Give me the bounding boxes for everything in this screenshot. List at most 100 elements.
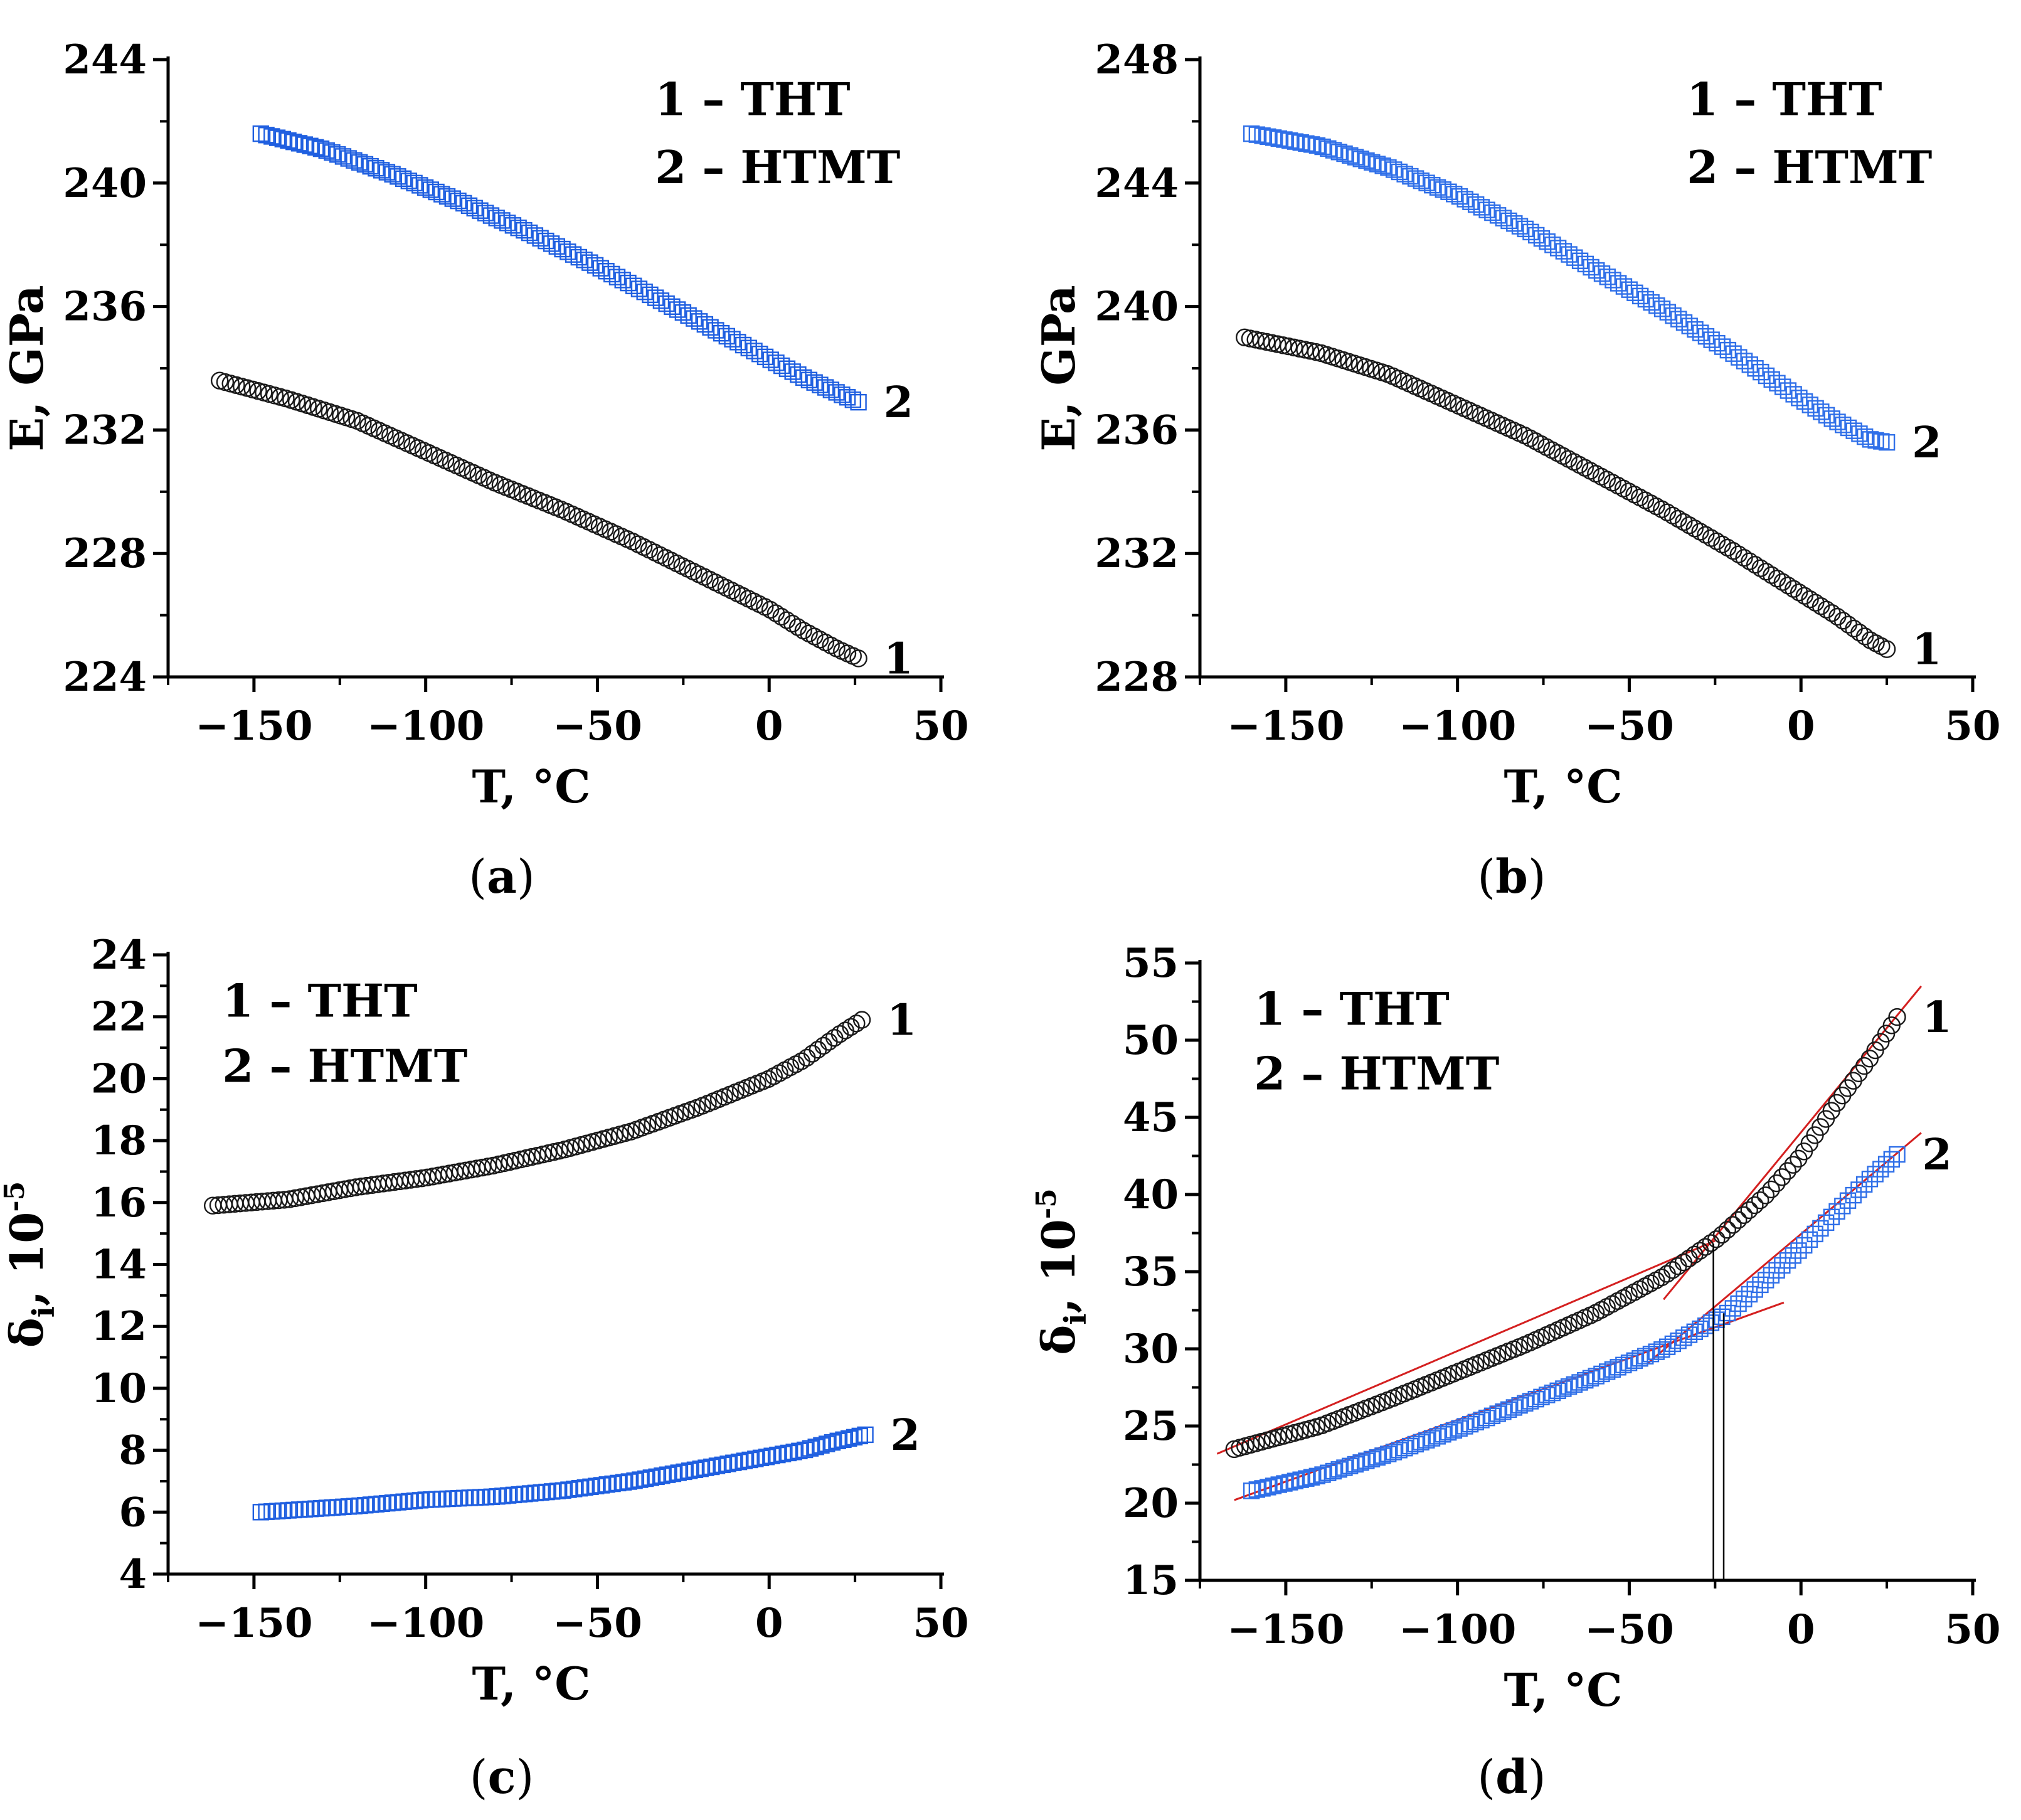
series-2-point [1292, 134, 1309, 151]
x-tick-label: −50 [553, 1600, 642, 1647]
series-2-point [1347, 149, 1364, 166]
series-2-point [1281, 1474, 1298, 1491]
series-2-point [1680, 1326, 1698, 1343]
series-1-point [1669, 509, 1687, 528]
x-axis-label: T, °C [1504, 1663, 1622, 1716]
y-tick-label: 20 [91, 1055, 147, 1102]
y-tick-label: 14 [91, 1242, 147, 1289]
series-2-point [676, 1463, 692, 1481]
y-tick-label: 4 [119, 1551, 147, 1598]
series-2-point [1276, 1475, 1293, 1492]
series-2-point [652, 292, 670, 309]
y-tick-label: 35 [1123, 1248, 1179, 1296]
series-2-point [610, 1474, 627, 1492]
series-2-point [521, 224, 538, 242]
series-2-point [313, 1499, 330, 1517]
y-tick-label: 244 [63, 36, 147, 83]
series-2-point [588, 1477, 605, 1494]
series-2-point [1505, 1399, 1523, 1416]
series-2-point [1658, 1338, 1676, 1355]
series-2-point [384, 1494, 401, 1511]
series-1-point [803, 1045, 822, 1063]
series-2-point [488, 210, 505, 226]
series-2-point [1489, 1405, 1506, 1422]
series-2-point [1248, 126, 1266, 143]
series-2-point [1544, 237, 1561, 253]
series-2-point [1270, 1476, 1287, 1493]
series-2-point [252, 125, 270, 142]
series-2-point [795, 369, 812, 386]
series-2-point [1873, 433, 1890, 450]
series-2-point [1418, 174, 1435, 191]
series-1-point [1740, 1201, 1758, 1220]
series-2-point [708, 1457, 726, 1474]
series-2-point [571, 1480, 588, 1497]
series-2-point [1364, 154, 1381, 171]
series-2-point [329, 1499, 346, 1516]
series-2-point [489, 1488, 506, 1505]
series-2-point [466, 200, 483, 216]
series-2-point [318, 142, 335, 159]
caption-c: (c) [469, 1750, 534, 1804]
series-2-point [724, 331, 741, 348]
x-tick-label: 0 [755, 703, 783, 750]
series-2-point [1286, 1472, 1304, 1489]
y-tick-label: 228 [63, 530, 147, 577]
series-2-point [329, 146, 346, 163]
y-tick-label: 240 [63, 160, 147, 207]
series-2-point [669, 301, 686, 318]
series-2-point [1555, 1380, 1572, 1397]
series-2-point [576, 252, 593, 269]
series-2-point [768, 354, 785, 371]
caption-a: (a) [469, 850, 535, 904]
curve-label-1: 1 [1923, 992, 1952, 1043]
series-2-point [1631, 1350, 1648, 1367]
series-2-point [1642, 1345, 1660, 1363]
series-1-point [1252, 331, 1270, 350]
series-2-point [565, 246, 582, 263]
series-1-point [1712, 1225, 1731, 1244]
series-2-point [1451, 188, 1468, 205]
series-2-point [511, 1486, 528, 1503]
series-2-point [1823, 1208, 1840, 1226]
series-2-point [340, 1498, 358, 1515]
series-2-point [1686, 1323, 1703, 1340]
chart-panel-b: 228 232 236 240 244 248 −150 −100 −50 0 50 T, °C E, … [1010, 0, 2021, 900]
y-tick-label: 240 [1095, 284, 1179, 331]
series-1-point [1838, 1079, 1857, 1097]
series-2-point [285, 1501, 302, 1519]
series-1-point [238, 379, 257, 397]
series-1-point [1302, 1419, 1320, 1438]
series-2-point [532, 230, 549, 247]
series-1-point [809, 1041, 827, 1059]
series-2-point [1265, 129, 1282, 146]
series-2-point [1648, 1343, 1665, 1360]
series-2-point [1560, 1378, 1578, 1395]
series-2-point [1467, 1413, 1485, 1430]
series-1-point [1707, 532, 1726, 550]
series-2-point [1440, 1424, 1457, 1441]
series-2-point [334, 148, 352, 165]
series-2-point [423, 1491, 440, 1508]
series-2-point [1303, 136, 1320, 153]
series-2-point [505, 1486, 522, 1504]
series-2-point [1374, 157, 1391, 174]
series-2-point [620, 1473, 638, 1490]
series-2-point [1549, 1382, 1566, 1400]
y-axis-label-sub: i [1058, 1313, 1093, 1324]
series-2-point [756, 348, 774, 366]
legend-entry: 1 – THT [222, 974, 417, 1028]
series-2-point [1670, 1332, 1687, 1349]
y-tick-label: 22 [91, 994, 147, 1041]
series-2-point [1714, 1308, 1731, 1326]
series-2-point [741, 1451, 758, 1469]
series-2-point [1517, 1395, 1534, 1412]
series-2-point [302, 137, 319, 154]
legend-entry: 1 – THT [655, 73, 850, 126]
series-1-point [1269, 1428, 1287, 1447]
y-tick-label: 50 [1123, 1017, 1179, 1064]
series-2-point [1298, 135, 1315, 152]
series-2-point [718, 327, 736, 345]
series-2-point [802, 1440, 819, 1457]
x-axis-label: T, °C [472, 1657, 590, 1710]
